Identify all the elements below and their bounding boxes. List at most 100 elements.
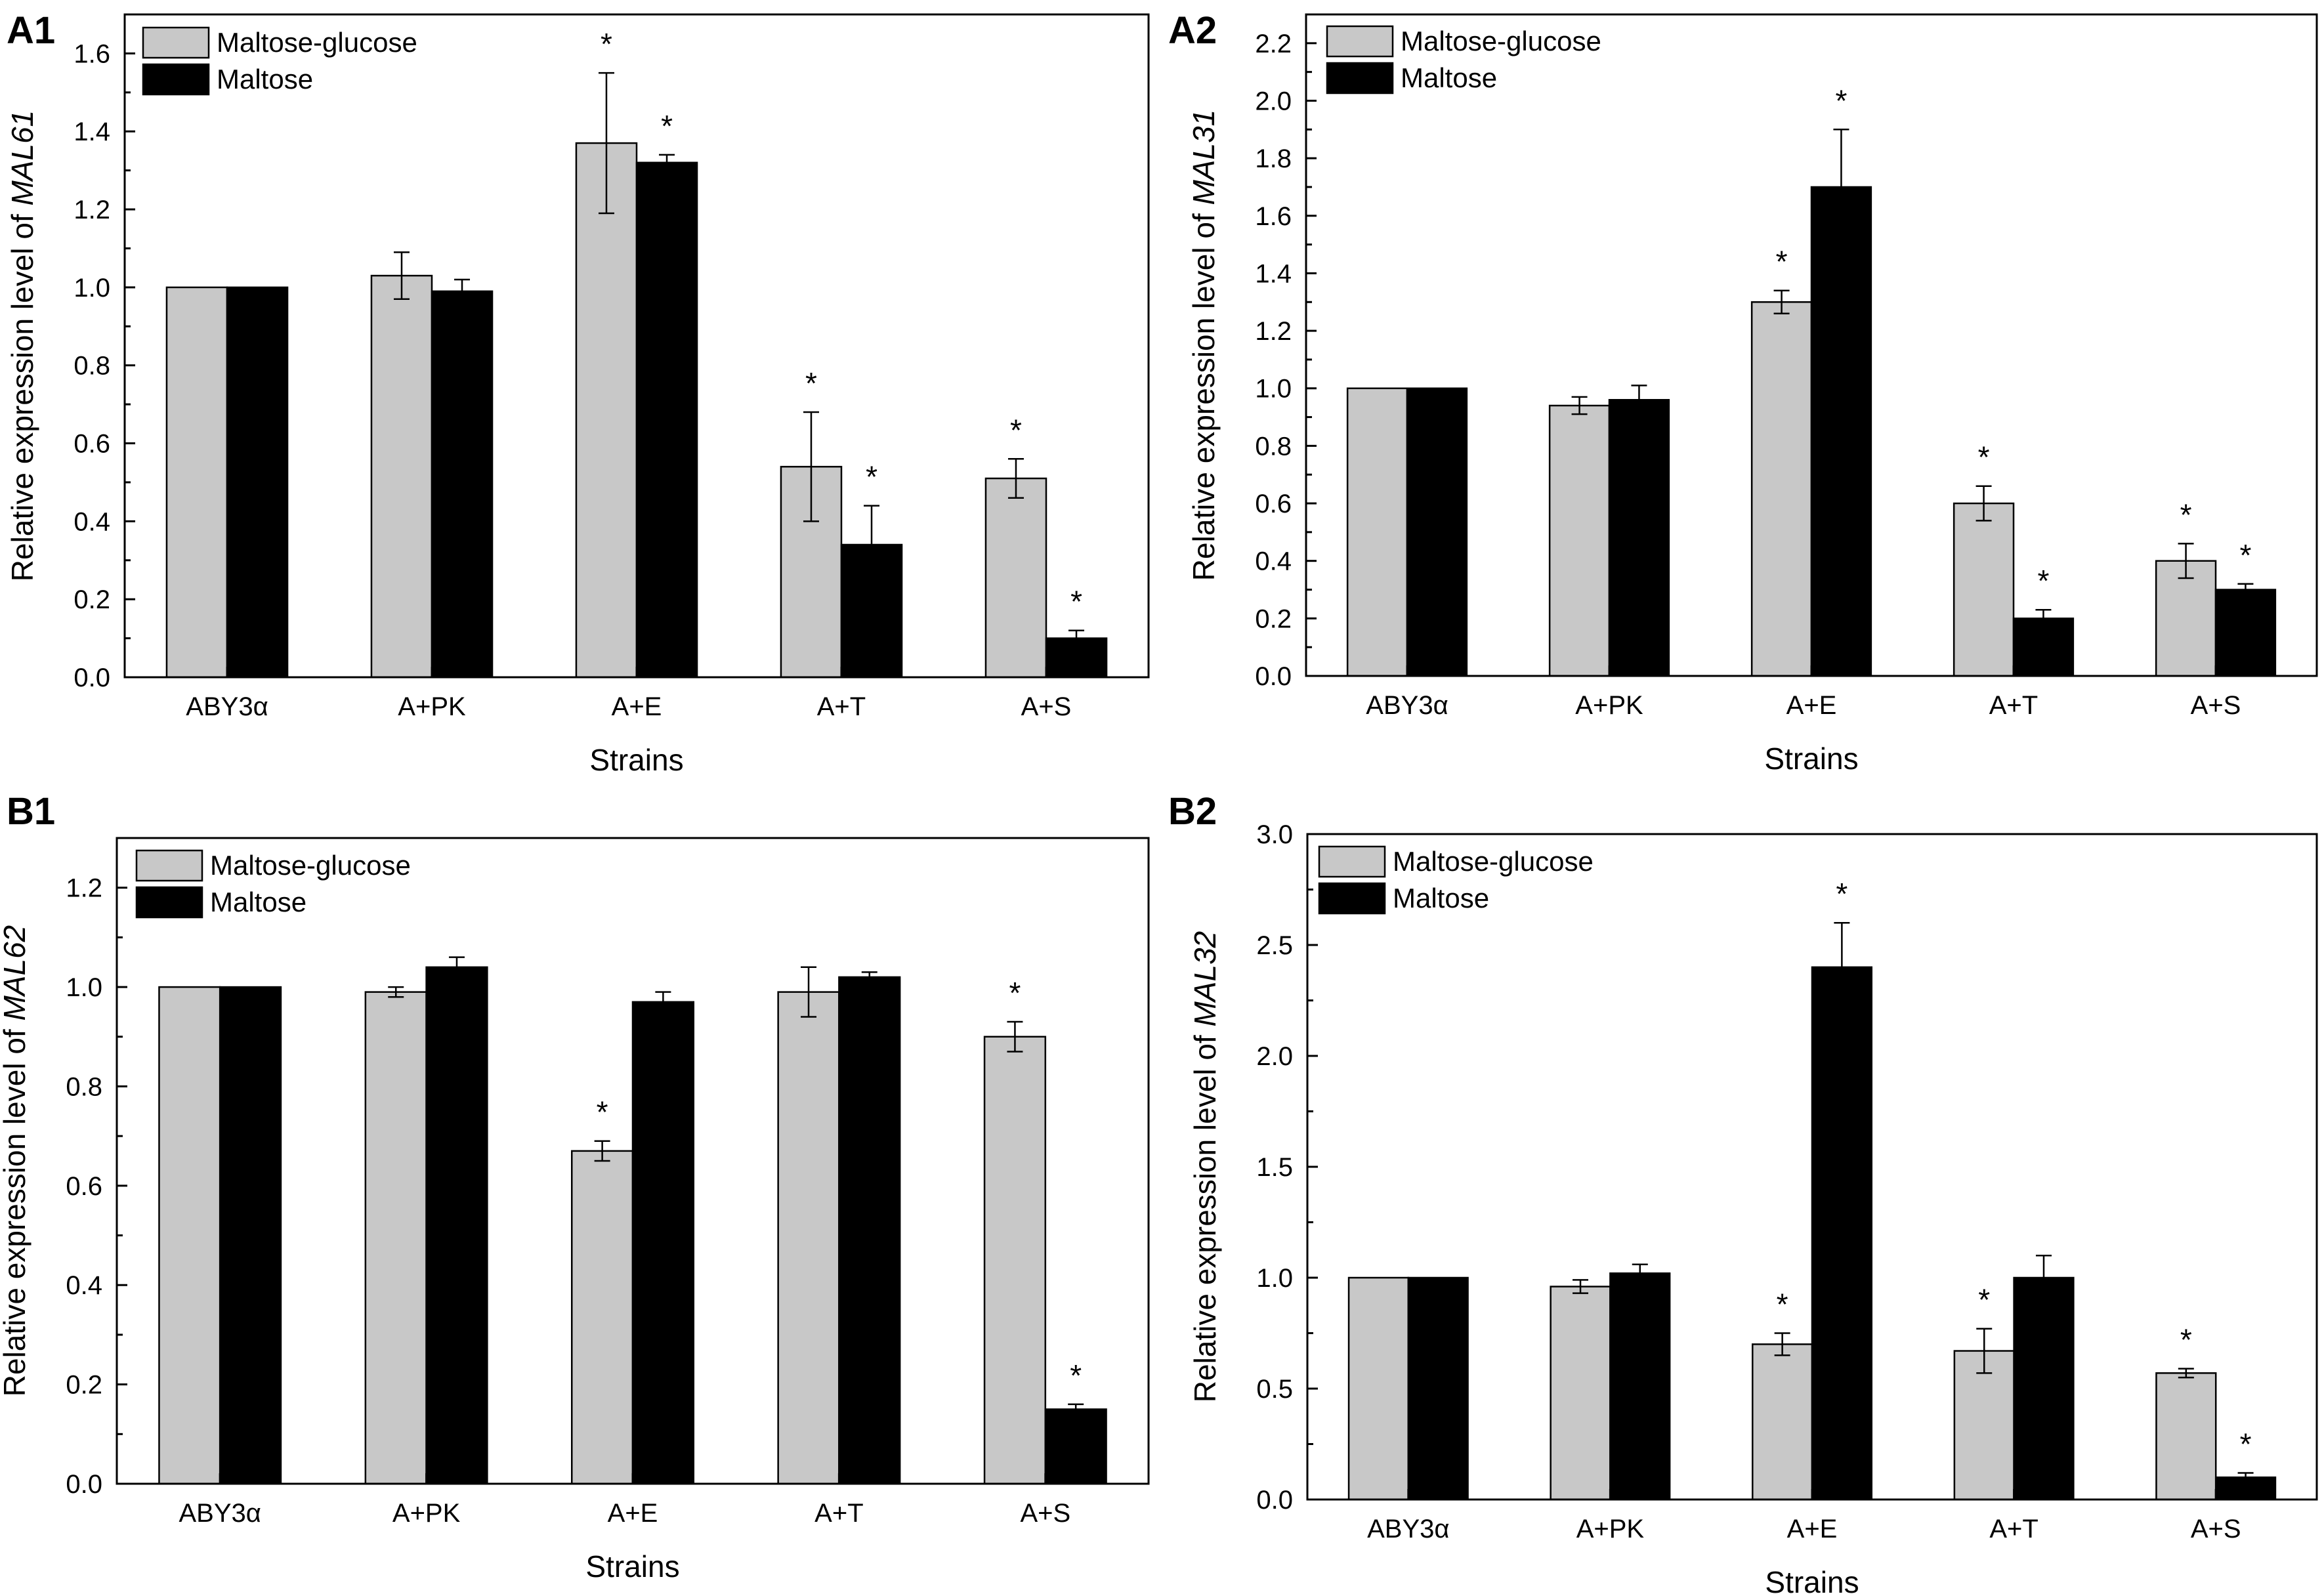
x-tick-label: A+PK xyxy=(392,1499,461,1528)
chart-a1: A1 * * * * * * 0.0 0.2 0.4 0.6 0.8 1.0 1.2 1.4 1.6 ABY3α… xyxy=(5,9,1150,777)
panel-label: B2 xyxy=(1168,790,1217,833)
significance-star: * xyxy=(1777,1288,1788,1322)
bar-maltose-4 xyxy=(1044,1408,1107,1485)
y-axis-label-prefix: Relative expression level of xyxy=(1187,205,1221,581)
y-tick-label: 0.2 xyxy=(66,1371,102,1400)
legend-swatch-maltose-glucose xyxy=(1326,25,1394,58)
x-tick-label: A+T xyxy=(817,692,866,721)
y-tick-label: 2.0 xyxy=(1255,87,1292,115)
y-axis-label-gene: MAL32 xyxy=(1188,931,1222,1027)
legend-swatch-maltose-glucose xyxy=(135,849,203,882)
significance-star: * xyxy=(601,27,612,61)
x-tick-label: ABY3α xyxy=(1367,1515,1449,1543)
legend-label: Maltose xyxy=(1393,883,1489,913)
y-axis-label: Relative expression level of MAL32 xyxy=(1188,931,1222,1402)
bar-maltose-2 xyxy=(1811,966,1872,1501)
bar-maltose-glucose-2 xyxy=(575,142,638,679)
legend-label: Maltose xyxy=(1401,62,1497,93)
x-tick-label: A+S xyxy=(1021,692,1072,721)
y-tick-label: 1.6 xyxy=(1255,202,1292,231)
chart-a2: A2 * * * * * * 0.0 0.2 0.4 0.6 0.8 1.0 1.2 1.4 1.6 1.8 2.… xyxy=(1168,9,2318,776)
legend-label: Maltose-glucose xyxy=(1393,846,1594,877)
bar-maltose-glucose-3 xyxy=(1953,1350,2015,1501)
legend-label: Maltose-glucose xyxy=(210,850,411,881)
bar-maltose-2 xyxy=(631,1001,694,1485)
bar-maltose-glucose-1 xyxy=(1548,404,1611,677)
x-tick-label: A+S xyxy=(1020,1499,1070,1528)
x-tick-label: ABY3α xyxy=(179,1499,261,1528)
bar-maltose-glucose-0 xyxy=(1347,1276,1410,1501)
y-tick-label: 2.0 xyxy=(1256,1042,1293,1071)
bar-maltose-glucose-0 xyxy=(158,986,221,1485)
significance-star: * xyxy=(1978,1283,1990,1317)
panel-label: A2 xyxy=(1168,9,1217,52)
bar-maltose-4 xyxy=(2214,589,2277,677)
panel-label: B1 xyxy=(7,790,55,833)
bar-maltose-glucose-4 xyxy=(983,1036,1047,1485)
x-tick-label: A+S xyxy=(2191,691,2241,720)
x-tick-label: A+PK xyxy=(1576,1515,1645,1543)
x-axis-label: Strains xyxy=(1765,1565,1859,1594)
y-tick-label: 0.6 xyxy=(66,1172,102,1201)
legend-label: Maltose-glucose xyxy=(217,27,417,58)
significance-star: * xyxy=(2180,497,2192,532)
y-tick-label: 1.2 xyxy=(1255,317,1292,346)
y-tick-label: 0.0 xyxy=(1255,662,1292,691)
y-tick-label: 0.8 xyxy=(1255,432,1292,461)
significance-star: * xyxy=(866,460,877,494)
significance-star: * xyxy=(597,1095,608,1129)
y-axis-label-prefix: Relative expression level of xyxy=(0,1021,32,1397)
y-axis-label: Relative expression level of MAL62 xyxy=(0,925,32,1396)
bar-maltose-glucose-4 xyxy=(2155,560,2217,677)
bar-maltose-glucose-0 xyxy=(1346,387,1408,677)
bar-maltose-glucose-4 xyxy=(984,477,1047,679)
bar-maltose-glucose-2 xyxy=(571,1150,634,1485)
y-tick-label: 2.5 xyxy=(1256,931,1293,960)
panel-label: A1 xyxy=(7,9,55,52)
significance-star: * xyxy=(1010,413,1022,447)
y-tick-label: 1.0 xyxy=(1255,375,1292,404)
chart-panel-a2: A2 * * * * * * 0.0 0.2 0.4 0.6 0.8 1.0 1.2 1.4 1.6 1.8 2.… xyxy=(1162,0,2324,787)
y-tick-label: 2.2 xyxy=(1255,30,1292,58)
y-tick-label: 1.2 xyxy=(66,874,102,903)
y-tick-label: 0.2 xyxy=(74,585,110,614)
y-tick-label: 0.4 xyxy=(66,1271,102,1300)
significance-star: * xyxy=(1070,585,1082,619)
y-tick-label: 0.6 xyxy=(1255,490,1292,518)
significance-star: * xyxy=(1009,976,1021,1010)
y-tick-label: 1.8 xyxy=(1255,144,1292,173)
y-axis-label-prefix: Relative expression level of xyxy=(5,206,39,582)
significance-star: * xyxy=(1835,83,1847,117)
bar-maltose-2 xyxy=(1810,186,1872,677)
bar-maltose-glucose-3 xyxy=(777,991,840,1485)
y-tick-label: 0.0 xyxy=(66,1470,102,1499)
y-tick-label: 1.0 xyxy=(1256,1264,1293,1293)
bar-maltose-glucose-3 xyxy=(1953,502,2015,677)
significance-star: * xyxy=(1836,877,1848,911)
bar-maltose-glucose-1 xyxy=(370,274,433,679)
y-tick-label: 0.6 xyxy=(74,430,110,459)
x-tick-label: A+E xyxy=(1787,1515,1838,1543)
legend-label: Maltose-glucose xyxy=(1401,26,1601,56)
bar-maltose-0 xyxy=(1406,387,1468,677)
y-tick-label: 0.8 xyxy=(74,352,110,381)
bar-maltose-1 xyxy=(1608,399,1670,677)
significance-star: * xyxy=(2037,564,2049,598)
significance-star: * xyxy=(661,109,673,143)
bar-maltose-1 xyxy=(425,966,488,1485)
legend-swatch-maltose xyxy=(142,63,210,96)
y-axis-label-prefix: Relative expression level of xyxy=(1188,1027,1222,1403)
y-tick-label: 0.4 xyxy=(1255,547,1292,576)
legend-label: Maltose xyxy=(210,887,306,917)
x-tick-label: A+E xyxy=(612,692,662,721)
significance-star: * xyxy=(805,366,817,400)
significance-star: * xyxy=(2180,1323,2192,1357)
y-tick-label: 0.0 xyxy=(1256,1486,1293,1515)
y-tick-label: 3.0 xyxy=(1256,820,1293,849)
legend-swatch-maltose-glucose xyxy=(1318,845,1386,878)
y-tick-label: 1.4 xyxy=(1255,259,1292,288)
x-tick-label: A+T xyxy=(814,1499,863,1528)
y-axis-label-gene: MAL31 xyxy=(1187,110,1221,205)
chart-panel-b1: B1 * * * 0.0 0.2 0.4 0.6 0.8 1.0 1.2 ABY3α A+PK A+E A+… xyxy=(0,787,1162,1594)
bar-maltose-1 xyxy=(1609,1272,1671,1501)
